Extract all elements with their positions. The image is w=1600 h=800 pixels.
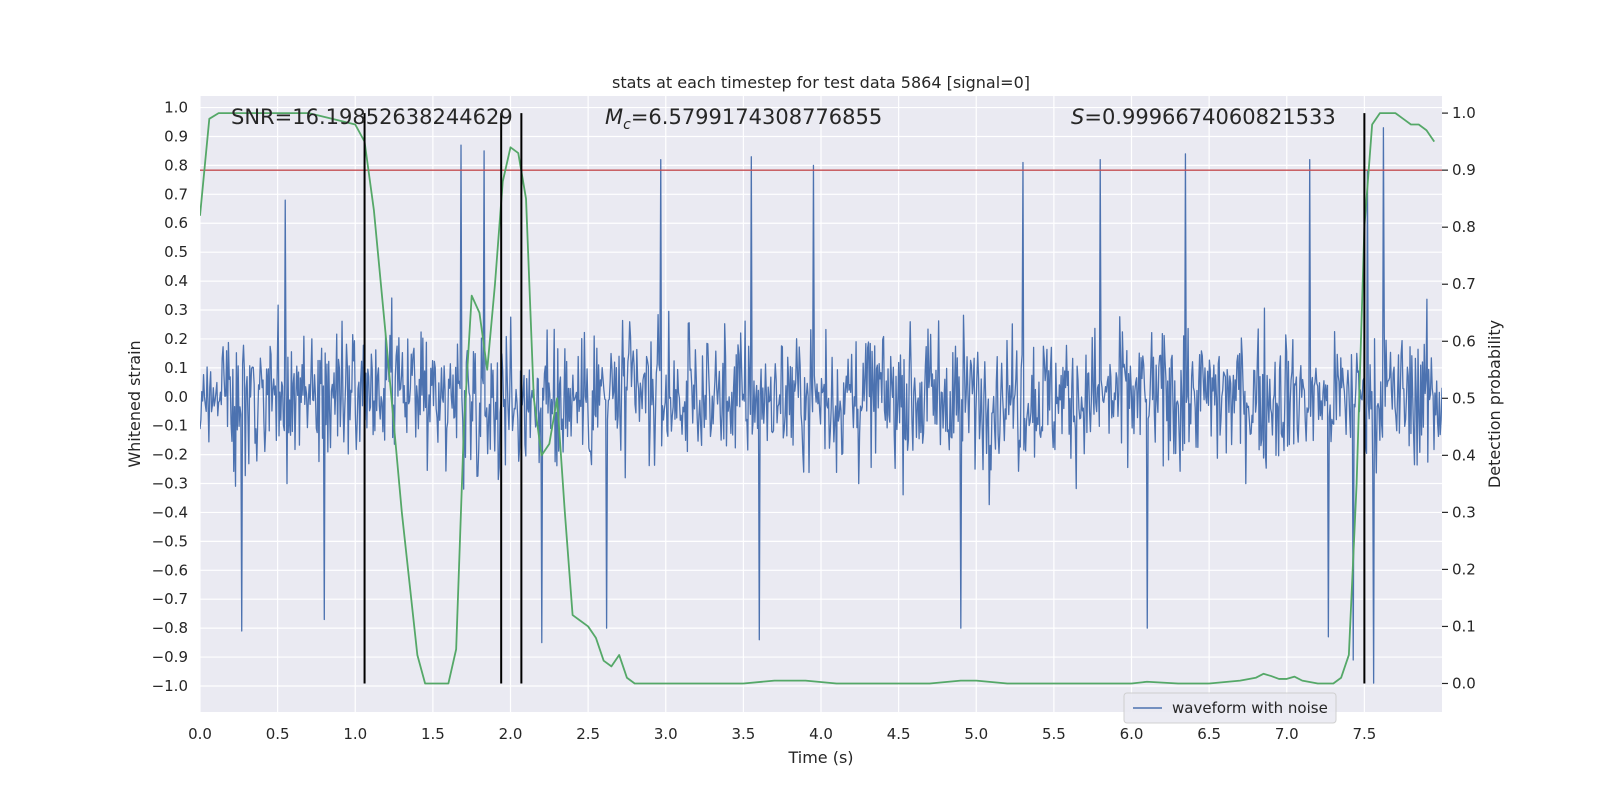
x-tick-label: 0.5 [266,725,290,743]
legend-box [1123,692,1337,724]
score-symbol: S [1071,105,1084,129]
y-tick-label: −0.4 [152,503,188,521]
y2-tick-label: 0.6 [1452,332,1476,350]
y-tick-label: 0.0 [164,388,188,406]
chirp-mass-symbol: M [605,105,623,129]
chart-title: stats at each timestep for test data 586… [612,73,1030,92]
x-tick-label: 6.5 [1197,725,1221,743]
score-value: =0.9996674060821533 [1084,105,1335,129]
chirp-mass-value: =6.5799174308776855 [631,105,882,129]
x-tick-label: 2.5 [576,725,600,743]
y-tick-label: 0.8 [164,156,188,174]
y2-tick-label: 0.4 [1452,446,1476,464]
x-axis-ticks: 0.0 0.5 1.0 1.5 2.0 2.5 3.0 3.5 4.0 4.5 5.0 5.5 6.0 6… [188,725,1376,743]
x-tick-label: 0.0 [188,725,212,743]
score-annotation: S=0.9996674060821533 [1071,105,1336,129]
x-axis-label: Time (s) [787,748,853,767]
y-tick-label: 0.6 [164,214,188,232]
y-tick-label: −0.9 [152,648,188,666]
y-tick-label: −0.7 [152,590,188,608]
y2-tick-label: 0.0 [1452,674,1476,692]
x-tick-label: 7.5 [1352,725,1376,743]
waveform-with-noise-line [200,127,1442,684]
vertical-markers [363,113,1366,684]
waveform-with-noise-series [200,127,1442,684]
y-tick-label: −0.2 [152,446,188,464]
y-axis-ticks: 1.0 0.9 0.8 0.7 0.6 0.5 0.4 0.3 0.2 0.1 0.0 −0.1 −0.… [152,99,188,695]
detection-probability-series [200,112,1435,685]
y-tick-label: 0.5 [164,243,188,261]
legend: waveform with noise [1123,692,1337,724]
x-tick-label: 1.5 [421,725,445,743]
y-tick-label: 0.4 [164,272,188,290]
x-tick-label: 7.0 [1275,725,1299,743]
y-tick-label: −1.0 [152,677,188,695]
grid [199,96,1442,712]
y-tick-label: 0.7 [164,185,188,203]
legend-label: waveform with noise [1172,699,1328,717]
y2-tick-label: 0.5 [1452,389,1476,407]
y-tick-label: −0.5 [152,532,188,550]
x-tick-label: 6.0 [1120,725,1144,743]
y-tick-label: 0.1 [164,359,188,377]
y-tick-label: 0.2 [164,330,188,348]
x-tick-label: 1.0 [343,725,367,743]
y-tick-label: 1.0 [164,99,188,117]
y2-axis-label: Detection probability [1485,320,1504,488]
x-tick-label: 3.5 [731,725,755,743]
chirp-mass-annotation: Mc=6.5799174308776855 [605,105,882,133]
detection-probability-line [200,112,1435,685]
x-tick-label: 2.0 [499,725,523,743]
snr-annotation: SNR=16.19852638244629 [231,105,513,129]
y2-tick-label: 0.7 [1452,275,1476,293]
x-tick-label: 5.5 [1042,725,1066,743]
x-tick-label: 4.5 [887,725,911,743]
chirp-mass-subscript: c [623,117,631,133]
y2-axis-ticks: 1.0 0.9 0.8 0.7 0.6 0.5 0.4 0.3 0.2 0.1 0.0 [1442,104,1476,692]
y-tick-label: −0.1 [152,417,188,435]
y-tick-label: −0.6 [152,561,188,579]
y2-tick-label: 0.9 [1452,161,1476,179]
y-tick-label: −0.8 [152,619,188,637]
y-tick-label: 0.3 [164,301,188,319]
y2-tick-label: 0.8 [1452,218,1476,236]
x-tick-label: 4.0 [809,725,833,743]
y2-tick-label: 0.3 [1452,503,1476,521]
y2-tick-label: 0.1 [1452,617,1476,635]
y-axis-label: Whitened strain [125,340,144,467]
y2-tick-label: 0.2 [1452,560,1476,578]
x-tick-label: 3.0 [654,725,678,743]
y2-tick-label: 1.0 [1452,104,1476,122]
y-tick-label: −0.3 [152,475,188,493]
x-tick-label: 5.0 [964,725,988,743]
y-tick-label: 0.9 [164,127,188,145]
